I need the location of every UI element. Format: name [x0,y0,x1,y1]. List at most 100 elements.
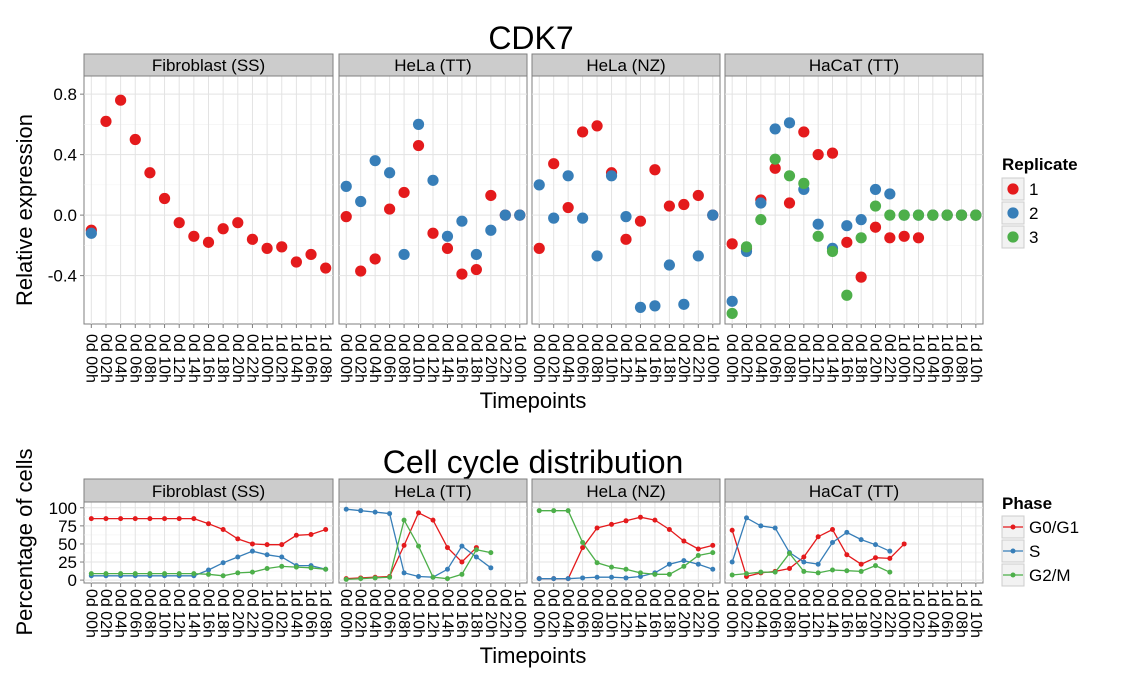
expression-y-tick-label: 0.0 [53,206,77,225]
cellcycle-point [580,545,586,551]
expression-point [620,233,632,245]
top-chart-title: CDK7 [488,20,573,56]
expression-point [798,126,810,138]
expression-x-tick-label: 0d 02h [545,334,562,383]
replicate-legend-label: 1 [1029,180,1038,199]
expression-point [869,200,882,212]
cellcycle-point [103,516,109,522]
expression-x-tick-label: 0d 20h [229,334,246,383]
cellcycle-x-tick-label: 0d 18h [467,589,484,638]
cellcycle-x-tick-label: 0d 06h [766,589,783,638]
cellcycle-point [416,543,422,549]
expression-x-tick-label: 0d 12h [617,334,634,383]
cellcycle-x-tick-label: 1d 00h [258,589,275,638]
cellcycle-x-tick-label: 0d 22h [881,589,898,638]
expression-point [884,209,896,221]
cellcycle-point [401,570,407,576]
expression-point [355,195,367,208]
expression-x-tick-label: 0d 10h [603,334,620,383]
cellcycle-point [594,525,600,531]
cellcycle-panel-strip-label: Fibroblast (SS) [152,482,265,501]
expression-x-tick-label: 0d 06h [126,334,143,383]
cellcycle-x-tick-label: 1d 04h [287,589,304,638]
expression-point [499,209,511,221]
cellcycle-point [147,571,153,577]
expression-panel-strip-label: HeLa (NZ) [586,56,665,75]
cellcycle-x-tick-label: 1d 10h [967,589,984,638]
cellcycle-point [844,529,850,535]
expression-point [470,248,482,261]
cellcycle-point [695,546,701,552]
cellcycle-x-tick-label: 1d 02h [273,589,290,638]
expression-x-tick-label: 0d 10h [156,334,173,383]
expression-x-tick-label: 0d 06h [574,334,591,383]
expression-x-tick-label: 1d 04h [924,334,941,383]
cellcycle-point [580,540,586,545]
cellcycle-point [873,555,878,561]
cellcycle-x-tick-label: 1d 06h [938,589,955,638]
cellcycle-point [801,554,807,560]
cellcycle-point [710,542,716,548]
cellcycle-x-tick-label: 0d 18h [660,589,677,638]
expression-point [384,167,396,179]
cellcycle-point [844,568,850,574]
expression-point [869,221,882,233]
cellcycle-point [565,508,571,514]
expression-x-tick-label: 0d 08h [395,334,412,383]
cellcycle-point [206,567,211,573]
expression-point [663,259,675,271]
cellcycle-x-tick-label: 1d 08h [953,589,970,638]
expression-point [562,201,574,214]
cellcycle-x-tick-label: 0d 22h [243,589,260,638]
expression-x-tick-label: 0d 18h [214,334,231,383]
cellcycle-x-tick-label: 0d 14h [824,589,841,638]
bottom-chart-title: Cell cycle distribution [383,444,684,480]
cellcycle-point [801,568,807,574]
cellcycle-x-tick-label: 0d 00h [723,589,740,638]
expression-x-tick-label: 0d 22h [243,334,260,383]
expression-point [678,298,690,310]
cellcycle-point [858,561,864,567]
expression-x-tick-label: 0d 18h [660,334,677,383]
expression-point [855,214,867,226]
cellcycle-x-tick-label: 0d 00h [337,589,354,638]
expression-point [533,179,545,191]
expression-point [441,230,454,242]
cellcycle-point [623,566,629,572]
cellcycle-x-tick-label: 0d 04h [752,589,769,638]
cellcycle-x-tick-label: 0d 08h [141,589,158,638]
cellcycle-point [444,576,450,582]
cellcycle-x-tick-label: 0d 02h [738,589,755,638]
cellcycle-x-tick-label: 1d 00h [704,589,721,638]
expression-point [798,177,810,189]
cellcycle-point [873,542,878,548]
cellcycle-x-tick-label: 0d 08h [395,589,412,638]
expression-point [620,211,632,223]
cellcycle-point [623,518,629,524]
expression-x-tick-label: 0d 08h [141,334,158,383]
expression-point [740,241,753,253]
cellcycle-point [695,561,701,567]
cellcycle-point [264,542,270,548]
expression-point [398,186,410,199]
cellcycle-point [681,538,687,544]
expression-x-tick-label: 1d 08h [317,334,334,383]
expression-x-tick-label: 0d 14h [438,334,455,383]
phase-legend-label: S [1029,542,1040,561]
expression-x-tick-label: 0d 10h [410,334,427,383]
expression-point [158,192,171,205]
expression-x-tick-label: 0d 22h [881,334,898,383]
expression-point [869,183,882,196]
cellcycle-x-tick-label: 0d 10h [410,589,427,638]
cellcycle-point [623,575,629,581]
expression-point [898,230,910,242]
cellcycle-x-tick-label: 0d 14h [185,589,202,638]
cellcycle-x-tick-label: 0d 10h [156,589,173,638]
expression-x-tick-label: 0d 04h [112,334,129,383]
expression-x-tick-label: 0d 18h [467,334,484,383]
expression-point [246,233,259,245]
expression-point [812,149,824,161]
